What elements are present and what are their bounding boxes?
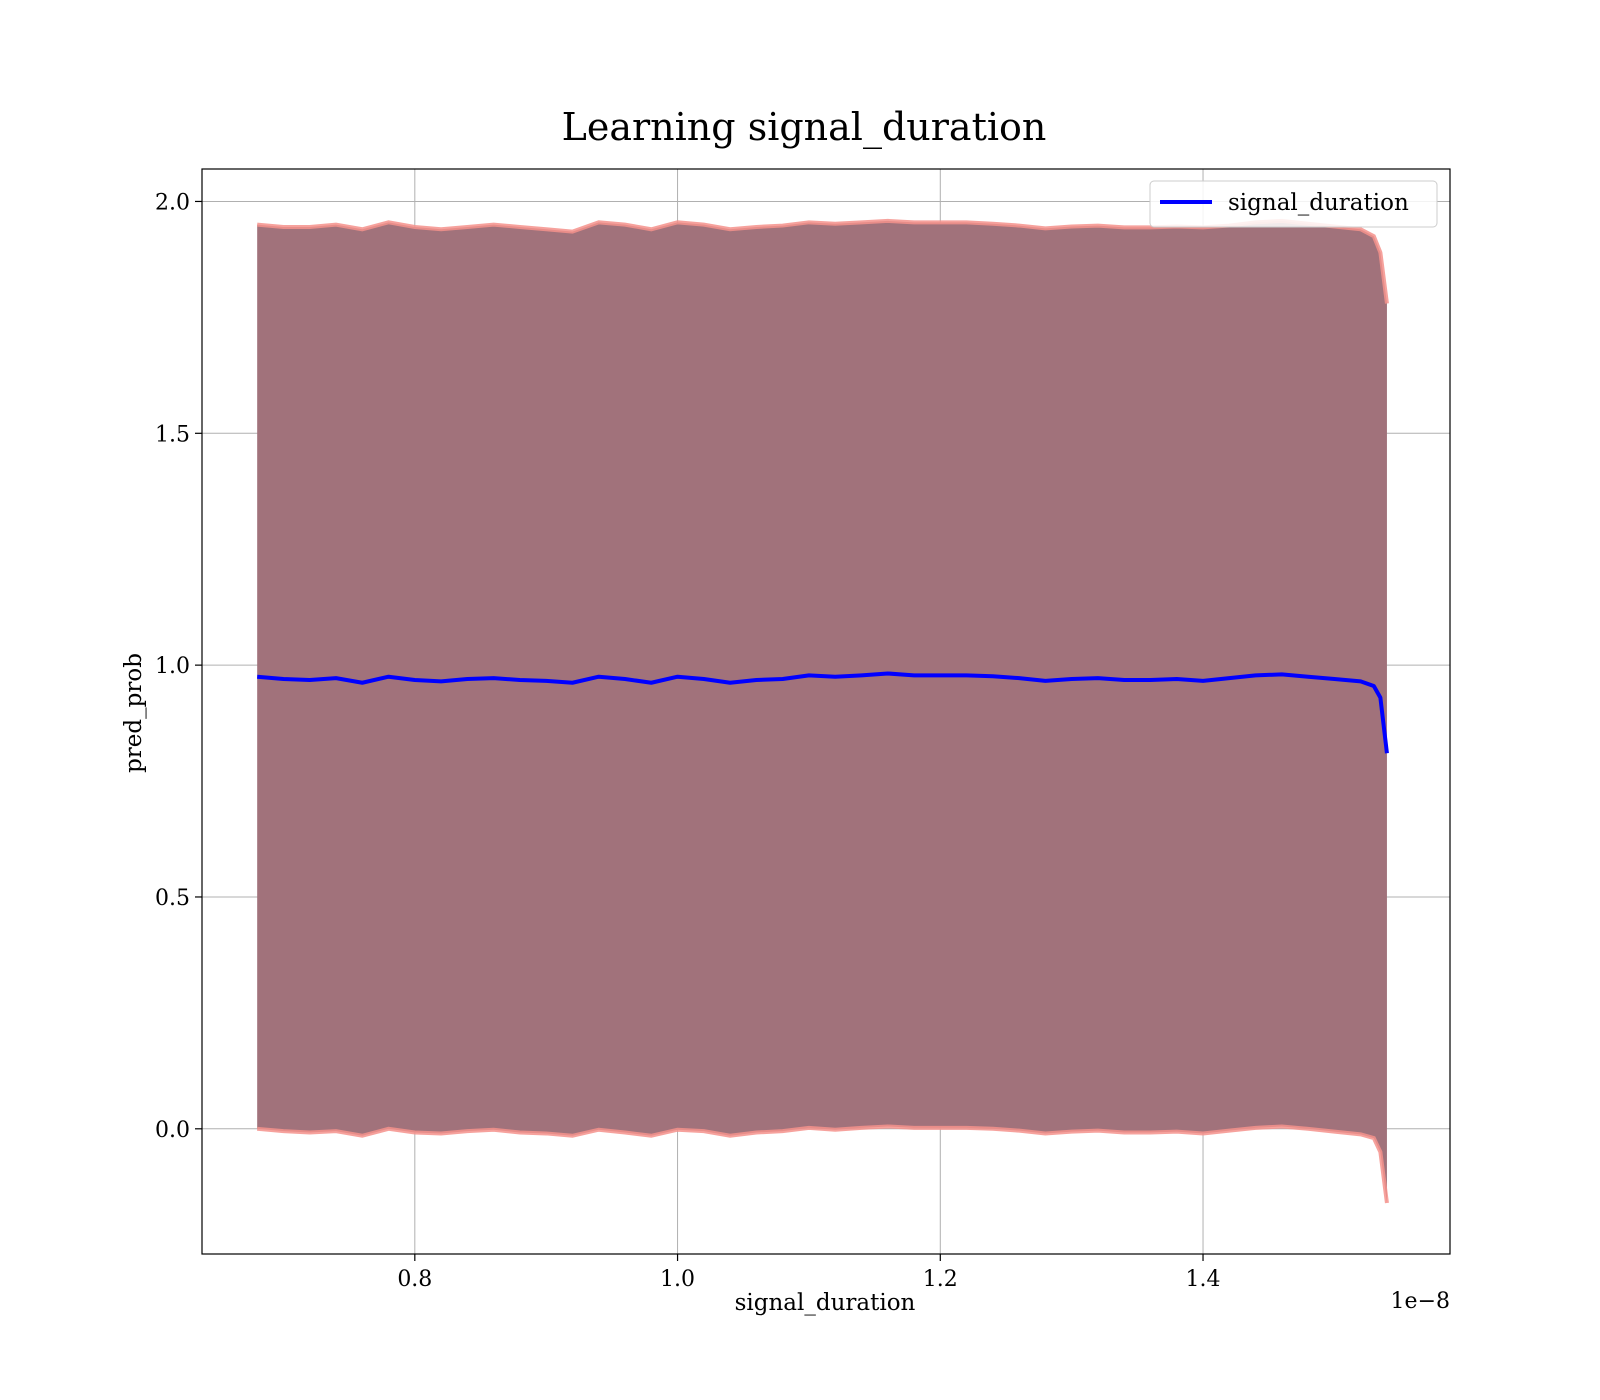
chart-title: Learning signal_duration	[562, 105, 1047, 150]
plot-area-frame	[201, 168, 1451, 1255]
x-axis-offset-label: 1e−8	[1391, 1289, 1450, 1314]
axis-ticks: 0.8 1.0 1.2 1.4 0.0 0.5 1.0 1.5 2.0	[155, 190, 1221, 1292]
legend-box	[1149, 180, 1438, 228]
legend: signal_duration	[1149, 180, 1438, 228]
series-line-0	[256, 671, 1389, 754]
legend-label-signal-duration: signal_duration	[1228, 190, 1409, 216]
series-lines	[256, 671, 1389, 754]
confidence-band	[256, 218, 1389, 1204]
x-tick-label-1: 1.0	[660, 1267, 695, 1292]
x-tick-label-3: 1.4	[1186, 1267, 1221, 1292]
y-tick-label-1: 0.5	[155, 886, 190, 911]
band-fill	[257, 220, 1387, 1203]
y-axis-label: pred_prob	[121, 653, 147, 773]
x-tick-label-2: 1.2	[923, 1267, 958, 1292]
y-tick-label-3: 1.5	[155, 422, 190, 447]
y-tick-label-4: 2.0	[155, 190, 190, 215]
band-lower-edge	[256, 1124, 1389, 1204]
y-tick-label-2: 1.0	[155, 654, 190, 679]
y-tick-label-0: 0.0	[155, 1118, 190, 1143]
x-tick-label-0: 0.8	[397, 1267, 432, 1292]
x-axis-label: signal_duration	[735, 1290, 916, 1316]
